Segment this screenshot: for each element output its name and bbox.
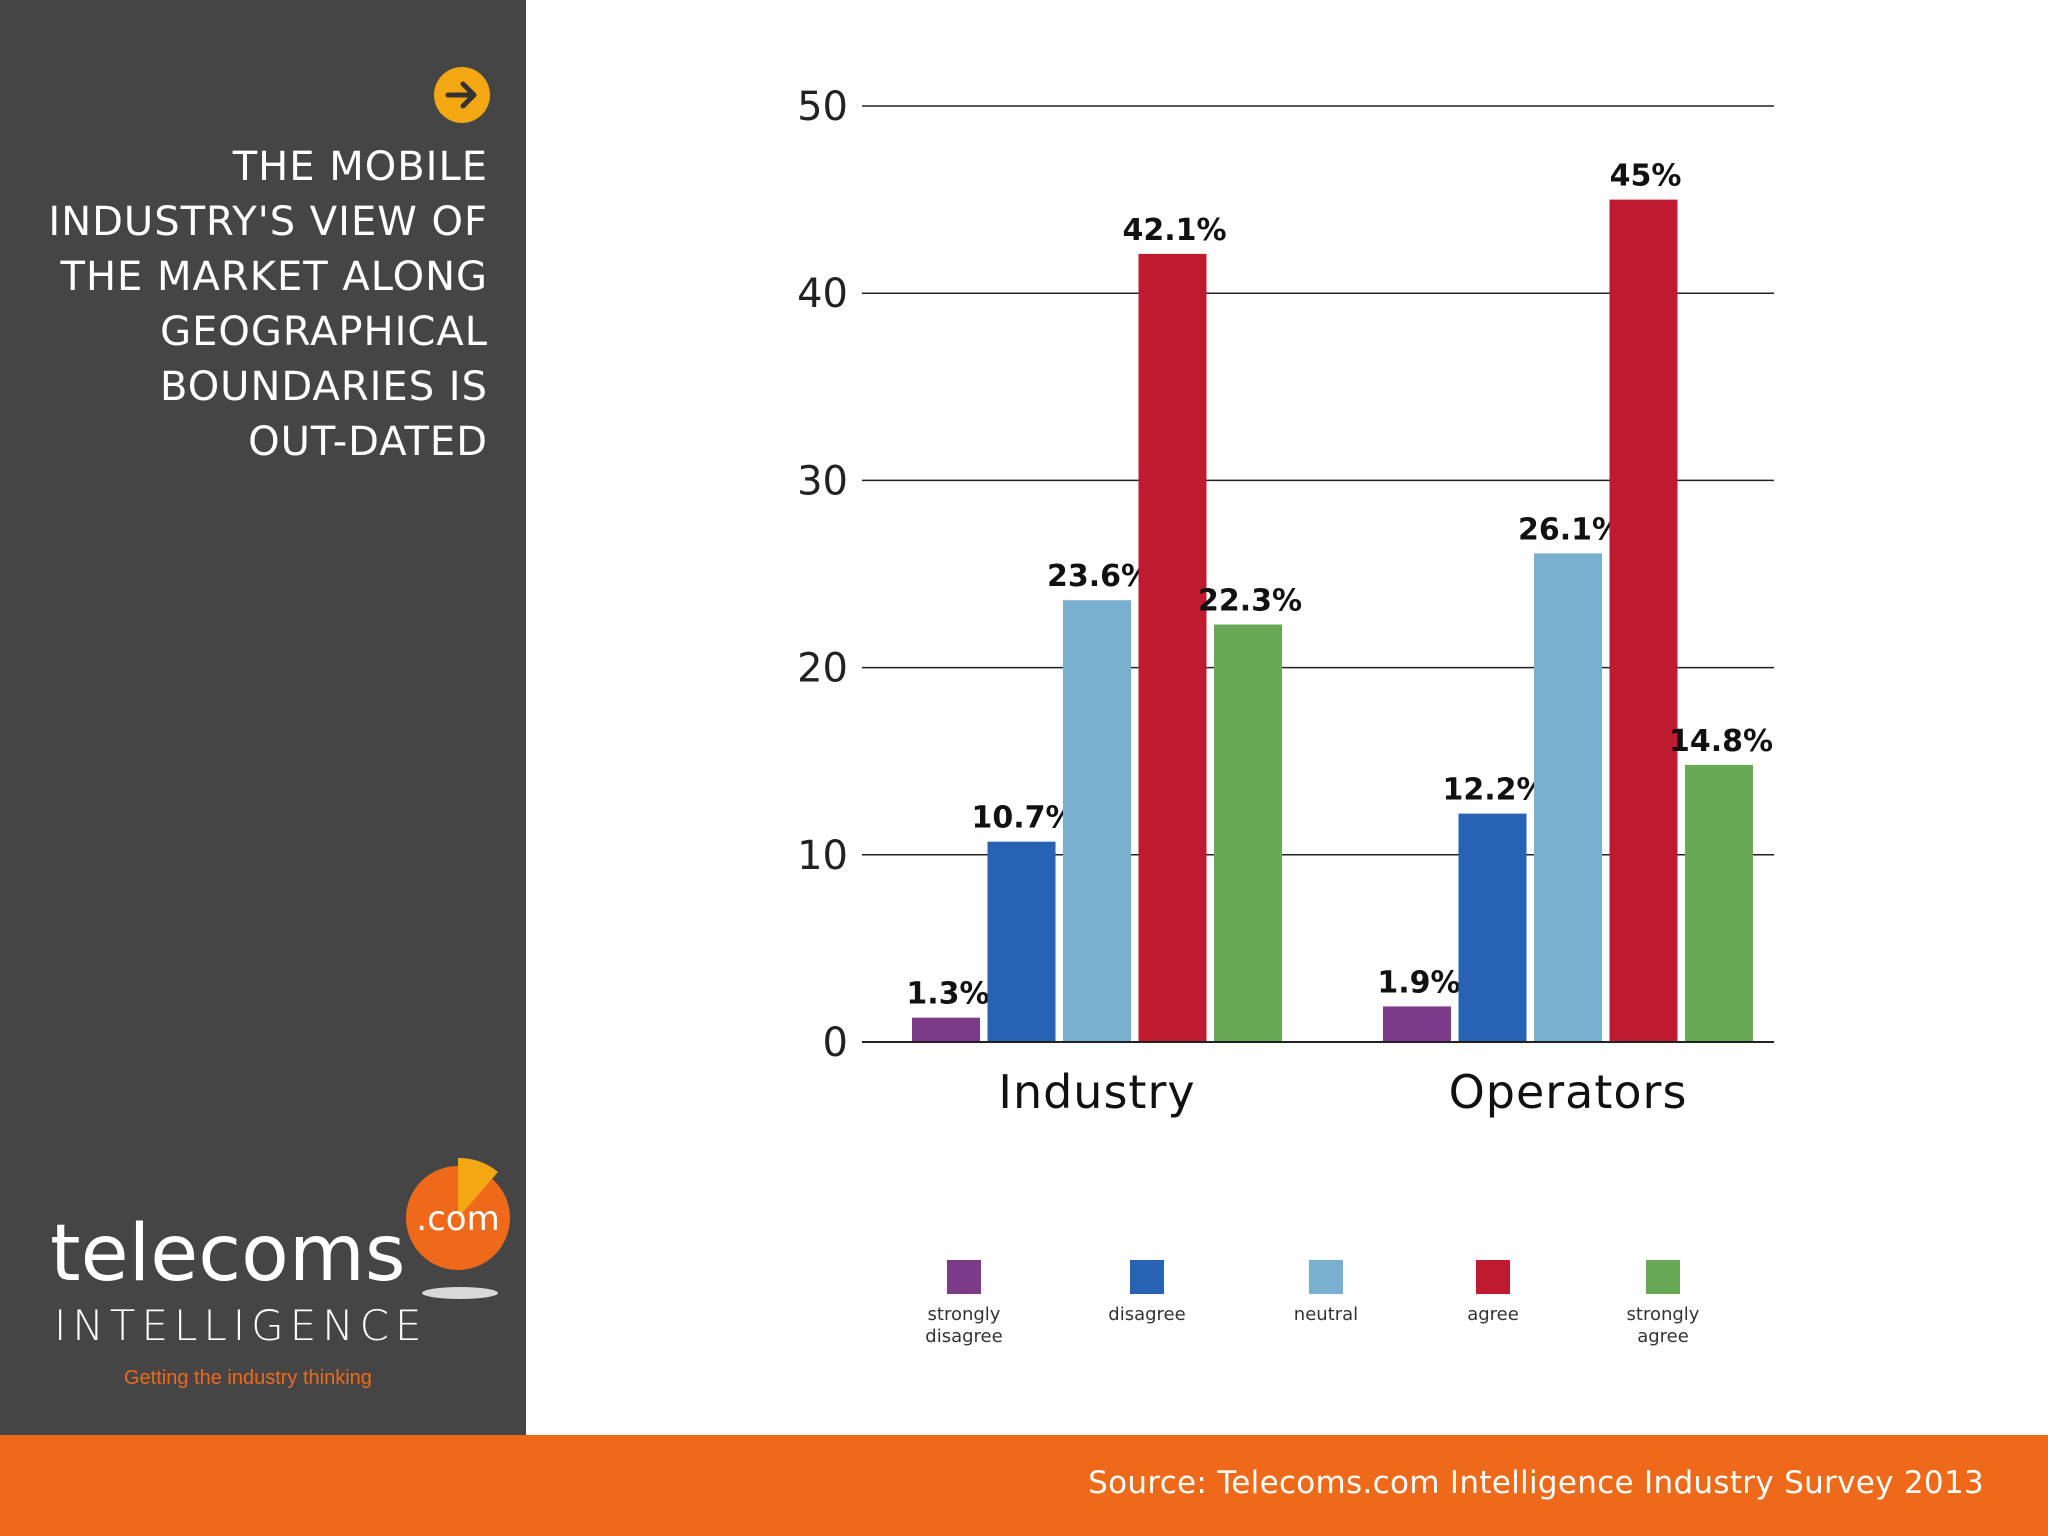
bar: [1214, 624, 1282, 1042]
bar: [912, 1017, 980, 1042]
bar: [1685, 764, 1753, 1042]
com-badge: .com: [406, 1157, 510, 1270]
data-label: 1.9%: [1377, 965, 1460, 1000]
y-tick-label: 30: [797, 458, 848, 504]
bar: [1138, 253, 1207, 1042]
x-category-label: Operators: [1449, 1065, 1688, 1119]
legend-label: strongly agree: [1626, 1304, 1700, 1347]
bar: [1458, 813, 1527, 1042]
footer-bar: Source: Telecoms.com Intelligence Indust…: [0, 1435, 2048, 1536]
data-label: 14.8%: [1669, 724, 1773, 759]
legend-item-agree: agree: [1413, 1260, 1573, 1326]
logo-subline: INTELLIGENCE: [54, 1301, 428, 1350]
y-tick-label: 0: [823, 1020, 848, 1066]
legend-swatch: [1130, 1260, 1164, 1294]
legend-item-strongly-disagree: strongly disagree: [884, 1260, 1044, 1348]
logo-badge-text: .com: [416, 1199, 499, 1239]
logo-tagline: Getting the industry thinking: [124, 1367, 372, 1389]
title-line: INDUSTRY'S VIEW OF: [48, 199, 488, 245]
data-label: 23.6%: [1047, 559, 1151, 594]
title-line: THE MARKET ALONG: [60, 254, 488, 300]
title-line: BOUNDARIES IS: [159, 364, 488, 410]
y-tick-label: 40: [797, 271, 848, 317]
y-tick-label: 50: [797, 84, 848, 130]
y-tick-label: 20: [797, 646, 848, 692]
legend-swatch: [1646, 1260, 1680, 1294]
legend-label: disagree: [1108, 1304, 1186, 1325]
bar-chart: 0 10 20 30 40 50 1.3% 10.7% 23.6% 42.1% 22.3% Indus…: [797, 84, 1774, 1119]
page-title: THE MOBILE INDUSTRY'S VIEW OF THE MARKET…: [18, 140, 488, 470]
bar: [1609, 199, 1678, 1043]
arrow-right-icon[interactable]: [433, 66, 491, 124]
y-tick-label: 10: [797, 833, 848, 879]
legend-swatch: [1476, 1260, 1510, 1294]
title-line: GEOGRAPHICAL: [160, 309, 488, 355]
legend-swatch: [1309, 1260, 1343, 1294]
bar: [1383, 1006, 1451, 1042]
legend-item-neutral: neutral: [1246, 1260, 1406, 1326]
logo-wordmark: telecoms: [50, 1209, 405, 1299]
x-category-label: Industry: [998, 1065, 1195, 1119]
data-label: 26.1%: [1518, 512, 1622, 547]
legend-label: agree: [1467, 1304, 1519, 1325]
data-label: 10.7%: [971, 801, 1075, 836]
title-line: THE MOBILE: [232, 144, 488, 190]
data-label: 45%: [1610, 159, 1682, 194]
legend-item-strongly-agree: strongly agree: [1583, 1260, 1743, 1348]
source-note: Source: Telecoms.com Intelligence Indust…: [1088, 1465, 1984, 1501]
chart-legend: strongly disagree disagree neutral agree…: [0, 1260, 2048, 1360]
data-label: 22.3%: [1198, 584, 1302, 619]
data-label: 12.2%: [1442, 773, 1546, 808]
legend-label: strongly disagree: [925, 1304, 1003, 1347]
telecoms-intelligence-logo: .com telecoms INTELLIGENCE Getting the i…: [50, 1157, 510, 1389]
bar: [1063, 600, 1131, 1042]
sidebar: THE MOBILE INDUSTRY'S VIEW OF THE MARKET…: [0, 0, 526, 1435]
data-label: 1.3%: [906, 977, 989, 1012]
bar: [1534, 553, 1602, 1042]
title-line: OUT-DATED: [248, 419, 488, 465]
data-label: 42.1%: [1122, 213, 1226, 248]
legend-item-disagree: disagree: [1067, 1260, 1227, 1326]
legend-swatch: [947, 1260, 981, 1294]
legend-label: neutral: [1293, 1304, 1359, 1325]
bar: [987, 841, 1056, 1042]
